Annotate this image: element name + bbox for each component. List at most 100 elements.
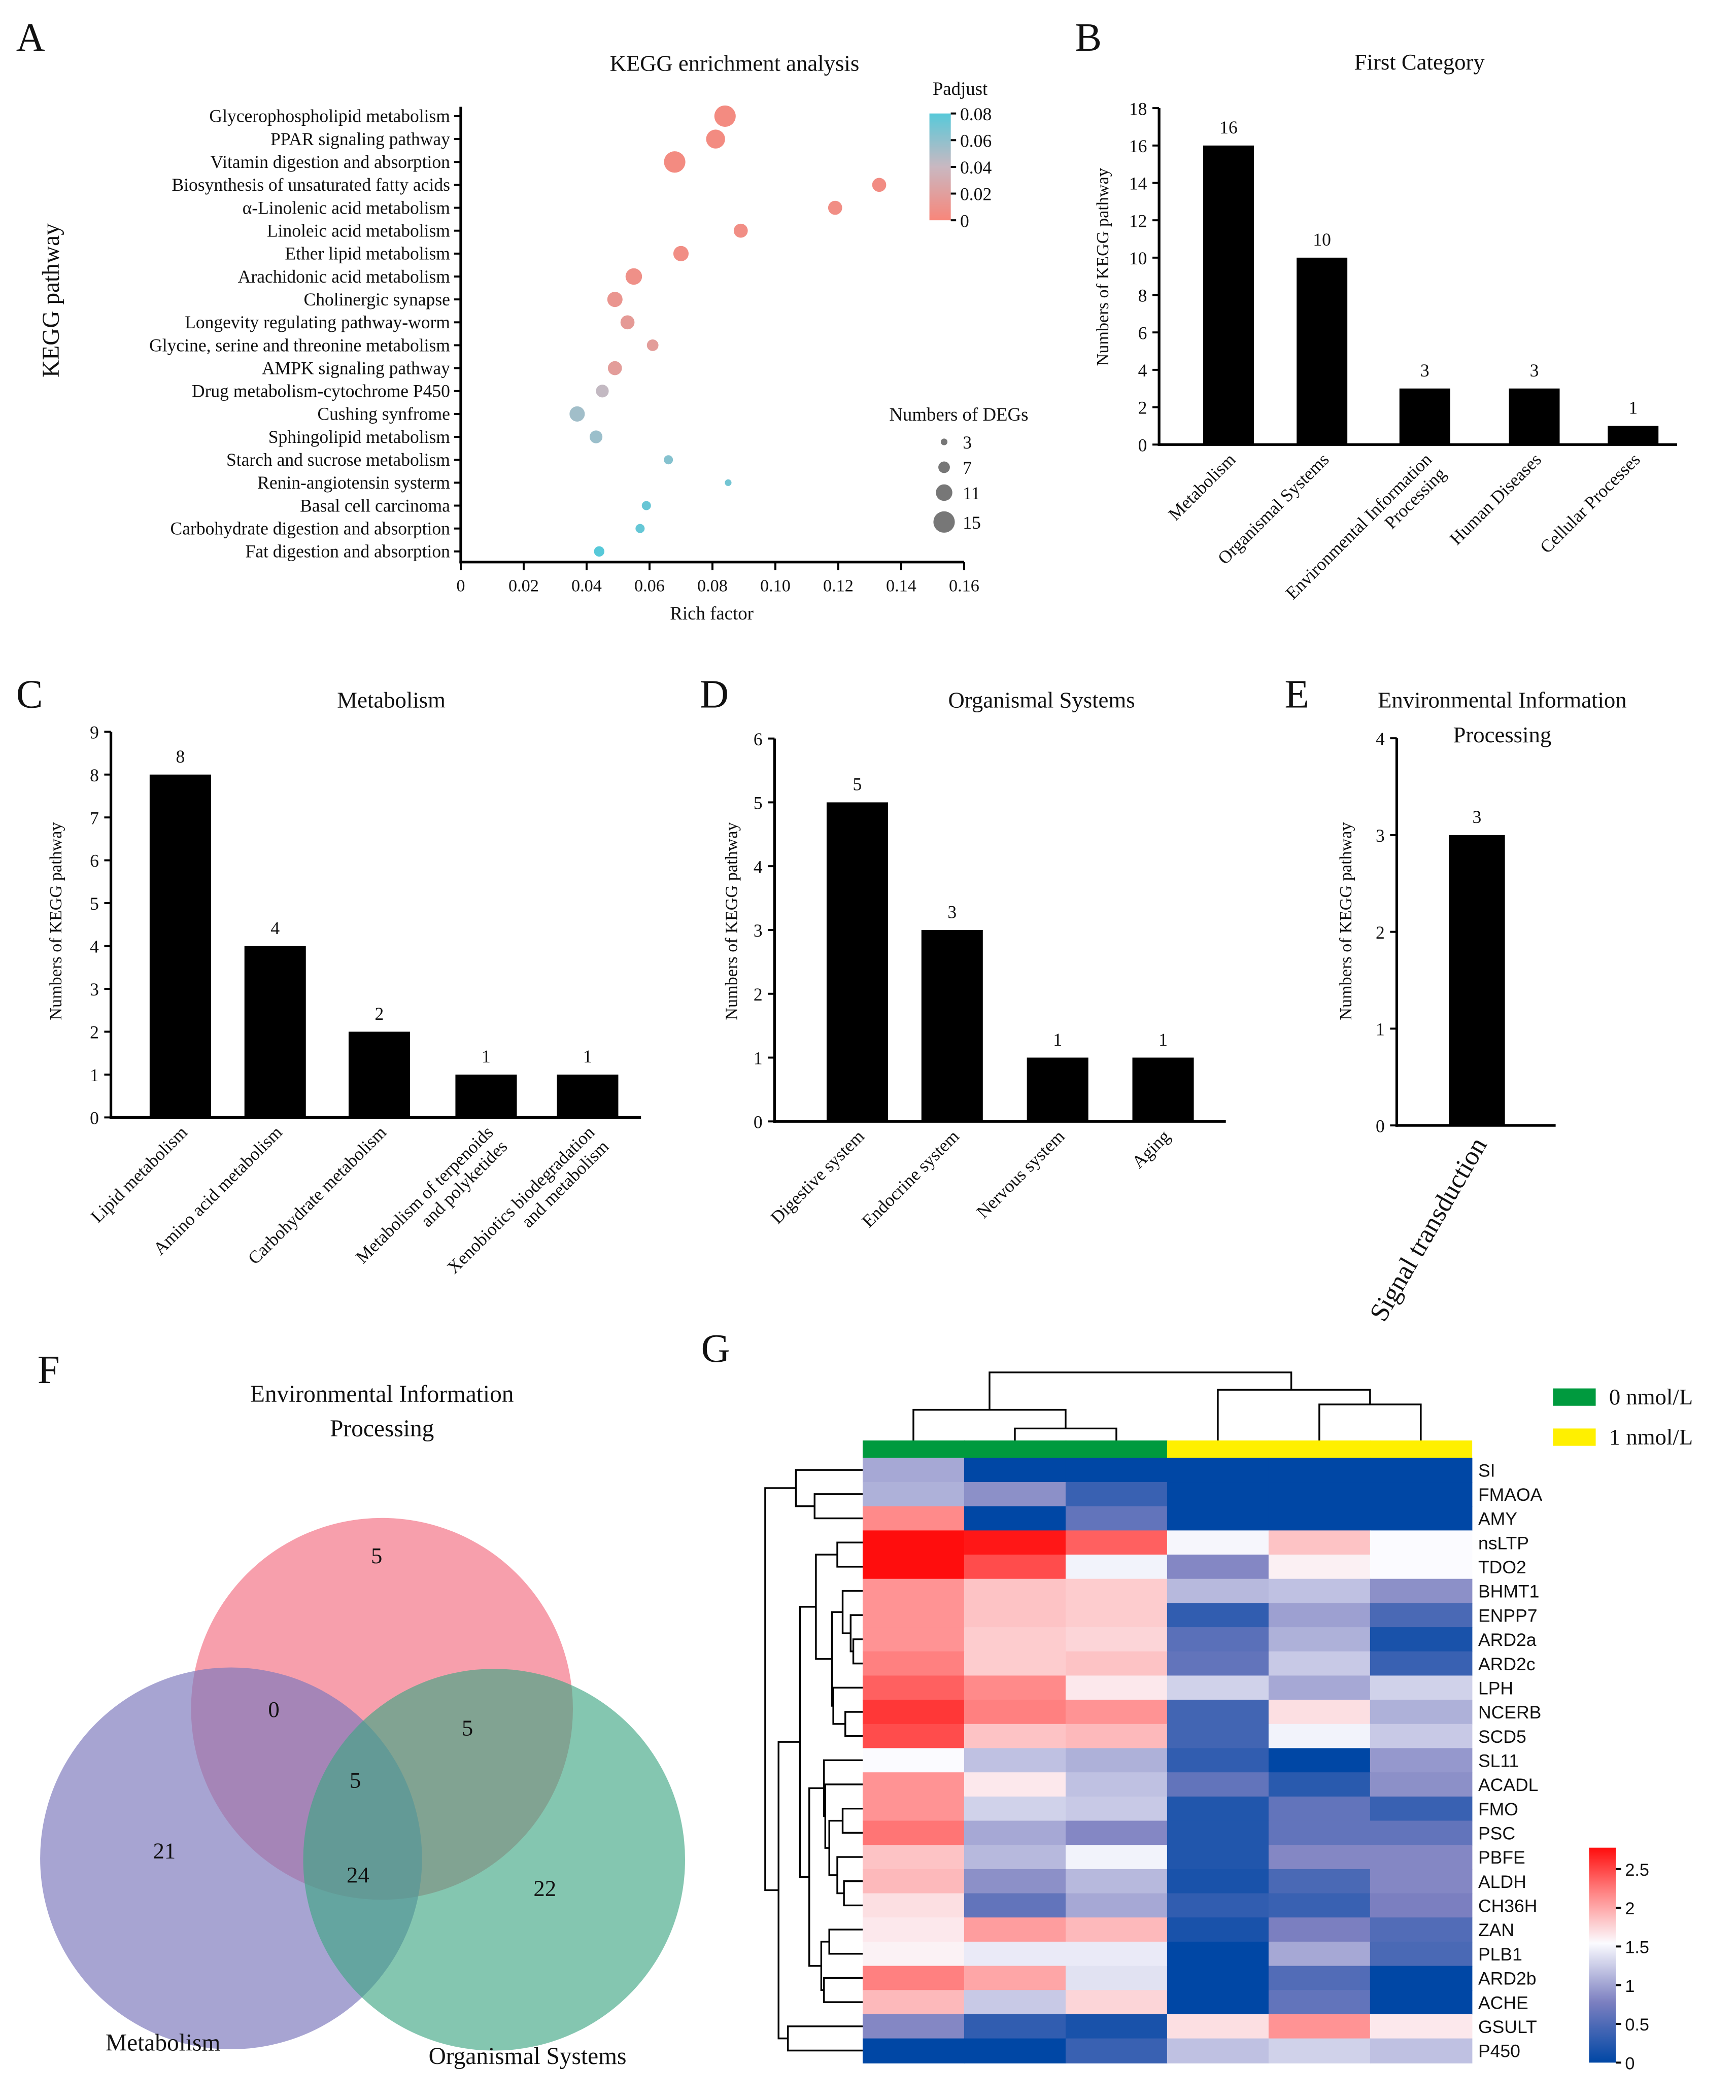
- row-label: PLB1: [1478, 1944, 1522, 1965]
- venn-label-organismal: Organismal Systems: [429, 2043, 627, 2070]
- panel-a-xlabel: Rich factor: [670, 603, 754, 624]
- category-label: Endocrine system: [858, 1126, 963, 1231]
- heatmap-cell: [1167, 2014, 1270, 2040]
- pathway-label: Sphingolipid metabolism: [268, 427, 450, 447]
- dendrogram-branch: [813, 1493, 863, 1520]
- y-tick-label: 6: [754, 729, 763, 749]
- colorbar-tick-label: 2: [1625, 1899, 1635, 1918]
- bar: [1203, 145, 1254, 445]
- heatmap-cell: [1370, 1651, 1473, 1677]
- heatmap-cell: [862, 1990, 965, 2015]
- bar: [1132, 1057, 1194, 1122]
- dendrogram-branch: [799, 1606, 816, 1878]
- pathway-dot: [664, 455, 673, 465]
- panel-b: First Category Numbers of KEGG pathway 0 2 4…: [1094, 49, 1678, 603]
- pathway-dot: [664, 151, 686, 173]
- x-tick-label: 0.06: [634, 577, 665, 596]
- dendrogram-branch: [852, 1638, 863, 1665]
- pathway-label: Starch and sucrose metabolism: [226, 450, 450, 470]
- category-label: Human Diseases: [1446, 449, 1545, 548]
- heatmap-cell: [1370, 1845, 1473, 1870]
- heatmap-cell: [1065, 1990, 1168, 2015]
- category-label: Metabolism: [1164, 449, 1240, 525]
- heatmap-cell: [862, 1966, 965, 1991]
- size-legend-title: Numbers of DEGs: [889, 404, 1028, 425]
- y-tick-label: 4: [90, 937, 99, 957]
- heatmap-cell: [1167, 1555, 1270, 1580]
- padjust-tick-label: 0.04: [960, 157, 992, 178]
- bar-value-label: 16: [1219, 117, 1238, 137]
- column-group-bar: [1370, 1440, 1473, 1459]
- y-tick-label: 0: [754, 1112, 763, 1132]
- category-label: Cellular Processes: [1536, 449, 1644, 557]
- y-tick-label: 2: [1376, 922, 1385, 943]
- y-tick-label: 4: [754, 856, 763, 877]
- pathway-dot: [828, 200, 842, 215]
- row-label: PSC: [1478, 1823, 1515, 1844]
- x-tick-label: 0.12: [823, 577, 854, 596]
- bar-chart-title: Environmental Information: [1378, 687, 1627, 713]
- heatmap-cell: [862, 1482, 965, 1507]
- heatmap-cell: [1370, 1917, 1473, 1943]
- heatmap-cell: [1065, 2014, 1168, 2040]
- heatmap-cell: [1065, 1748, 1168, 1773]
- heatmap-cell: [1268, 1578, 1371, 1604]
- panel-d: Organismal Systems Numbers of KEGG pathwa…: [723, 687, 1226, 1231]
- venn-label-environmental: Environmental Information: [250, 1381, 514, 1407]
- heatmap-cell: [964, 1748, 1067, 1773]
- row-label: TDO2: [1478, 1557, 1526, 1577]
- bar-chart-ylabel: Numbers of KEGG pathway: [1337, 822, 1355, 1020]
- pathway-dot: [635, 524, 645, 533]
- heatmap-cell: [1268, 2038, 1371, 2063]
- size-legend-dot: [933, 511, 955, 533]
- venn-count-met-only: 21: [153, 1838, 176, 1864]
- heatmap-cell: [1268, 1675, 1371, 1701]
- heatmap-cell: [964, 1651, 1067, 1677]
- heatmap-cell: [1370, 1990, 1473, 2015]
- dendrogram-branch: [828, 1929, 863, 1955]
- row-label: ALDH: [1478, 1872, 1526, 1892]
- heatmap-cell: [1065, 1578, 1168, 1604]
- heatmap-cell: [1370, 1458, 1473, 1483]
- heatmap-cell: [964, 1700, 1067, 1725]
- heatmap-cell: [1065, 1506, 1168, 1531]
- heatmap-cell: [964, 1578, 1067, 1604]
- pathway-dot: [725, 479, 732, 486]
- venn-count-all: 5: [350, 1767, 361, 1793]
- group-legend-swatch: [1553, 1428, 1596, 1446]
- bar-value-label: 3: [947, 902, 957, 922]
- heatmap-cell: [862, 1772, 965, 1798]
- panel-letter-f: F: [38, 1348, 60, 1392]
- dendrogram-branch: [843, 1880, 863, 1907]
- panel-e: Environmental Information Processing Numbe…: [1337, 687, 1627, 1326]
- y-tick-label: 4: [1138, 360, 1147, 381]
- x-tick-label: 0.10: [760, 577, 791, 596]
- y-tick-label: 3: [754, 920, 763, 941]
- panel-letter-e: E: [1284, 673, 1309, 717]
- pathway-label: Glycerophospholipid metabolism: [209, 106, 450, 126]
- heatmap-cell: [1370, 1555, 1473, 1580]
- heatmap-cell: [862, 1845, 965, 1870]
- heatmap-cell: [1065, 1724, 1168, 1749]
- dendrogram-branch: [764, 1487, 796, 1891]
- bar: [557, 1074, 619, 1118]
- heatmap-cell: [1370, 1820, 1473, 1846]
- heatmap-cell: [1167, 1941, 1270, 1967]
- y-tick-label: 16: [1129, 136, 1147, 156]
- heatmap-cell: [964, 1772, 1067, 1798]
- heatmap-cell: [1370, 1700, 1473, 1725]
- heatmap-cell: [1268, 1966, 1371, 1991]
- heatmap-cell: [1268, 1748, 1371, 1773]
- heatmap-cell: [1065, 1966, 1168, 1991]
- row-label: CH36H: [1478, 1896, 1537, 1916]
- dendrogram-branch: [815, 1554, 837, 1660]
- pathway-label: Cholinergic synapse: [304, 289, 450, 309]
- heatmap-cell: [1065, 1482, 1168, 1507]
- heatmap-cell: [1268, 1772, 1371, 1798]
- heatmap-cell: [1065, 1917, 1168, 1943]
- heatmap-cell: [964, 1966, 1067, 1991]
- row-label: P450: [1478, 2041, 1520, 2061]
- category-label: Nervous system: [972, 1126, 1069, 1222]
- heatmap-cell: [1065, 2038, 1168, 2063]
- heatmap-cell: [1370, 1893, 1473, 1918]
